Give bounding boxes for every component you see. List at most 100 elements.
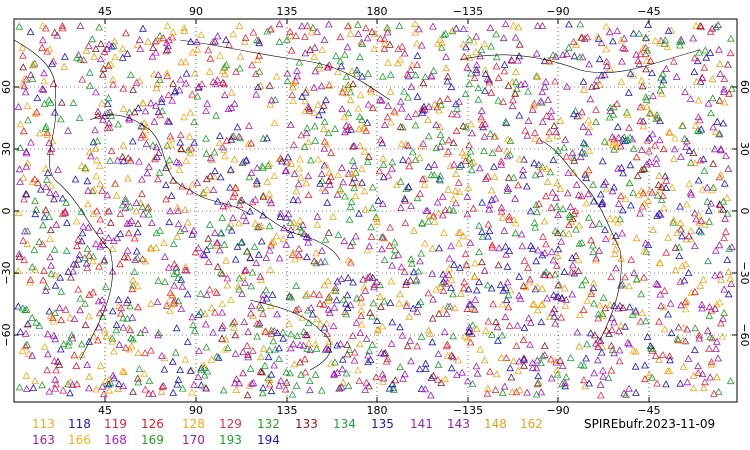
observation-marker	[82, 46, 91, 54]
observation-marker	[424, 289, 433, 297]
observation-marker	[451, 187, 460, 195]
observation-marker	[31, 265, 40, 273]
observation-marker	[573, 328, 582, 336]
observation-marker	[330, 369, 339, 377]
observation-marker	[368, 183, 377, 191]
observation-marker	[617, 77, 626, 85]
observation-marker	[199, 189, 208, 197]
observation-marker	[229, 213, 237, 221]
observation-marker	[130, 234, 139, 242]
observation-marker	[719, 205, 727, 213]
observation-marker	[50, 195, 58, 203]
observation-marker	[651, 351, 660, 359]
observation-marker	[51, 335, 60, 343]
observation-marker	[253, 36, 261, 44]
observation-marker	[49, 79, 58, 87]
observation-marker	[598, 157, 607, 165]
observation-marker	[658, 350, 667, 358]
legend-item-113: 113	[32, 417, 55, 431]
observation-marker	[325, 296, 333, 304]
observation-marker	[477, 45, 486, 53]
observation-marker	[193, 45, 202, 53]
observation-marker	[116, 209, 125, 217]
observation-marker	[311, 340, 320, 348]
observation-marker	[69, 260, 78, 268]
observation-marker	[284, 210, 293, 218]
observation-marker	[284, 153, 292, 161]
observation-marker	[145, 162, 153, 170]
observation-marker	[174, 220, 183, 228]
observation-marker	[105, 386, 114, 394]
observation-marker	[601, 225, 609, 233]
observation-marker	[223, 344, 232, 352]
observation-marker	[581, 276, 590, 284]
observation-marker	[582, 199, 591, 207]
observation-marker	[269, 237, 278, 245]
observation-marker	[375, 167, 384, 175]
observation-marker	[311, 136, 320, 144]
observation-marker	[685, 146, 694, 154]
observation-marker	[418, 175, 427, 183]
observation-marker	[484, 384, 492, 392]
observation-marker	[449, 353, 457, 361]
observation-marker	[531, 223, 540, 231]
observation-marker	[309, 290, 318, 298]
observation-marker	[449, 195, 458, 203]
observation-marker	[266, 25, 275, 33]
observation-marker	[141, 126, 150, 134]
observation-marker	[190, 380, 198, 388]
observation-marker	[557, 237, 566, 245]
observation-marker	[402, 299, 411, 307]
observation-marker	[41, 24, 50, 32]
observation-marker	[247, 282, 256, 290]
observation-marker	[498, 300, 507, 308]
observation-marker	[164, 263, 173, 271]
observation-marker	[475, 221, 483, 229]
observation-marker	[133, 41, 142, 49]
observation-marker	[100, 257, 108, 265]
observation-marker	[30, 245, 39, 253]
observation-marker	[715, 241, 724, 249]
observation-marker	[445, 254, 454, 262]
observation-marker	[163, 21, 172, 29]
lon-tick-top-135: 135	[277, 5, 298, 18]
graticule	[14, 19, 737, 402]
observation-marker	[301, 330, 310, 338]
observation-marker	[348, 331, 357, 339]
observation-marker	[285, 319, 293, 327]
observation-marker	[453, 370, 461, 378]
observation-marker	[313, 220, 322, 228]
observation-marker	[494, 336, 502, 344]
observation-marker	[247, 168, 256, 176]
observation-marker	[294, 196, 302, 204]
observation-marker	[267, 326, 276, 334]
observation-marker	[616, 142, 625, 150]
observation-marker	[345, 215, 354, 223]
observation-marker	[218, 143, 227, 151]
observation-marker	[141, 257, 150, 265]
observation-marker	[716, 270, 724, 278]
observation-marker	[142, 139, 151, 147]
observation-marker	[398, 42, 407, 50]
observation-marker	[542, 240, 550, 248]
observation-marker	[528, 300, 537, 308]
observation-marker	[357, 298, 366, 306]
observation-marker	[589, 283, 598, 291]
observation-marker	[561, 378, 569, 386]
observation-marker	[524, 116, 533, 124]
observation-marker	[498, 331, 507, 339]
observation-marker	[229, 132, 238, 140]
observation-marker	[429, 371, 438, 379]
observation-marker	[706, 373, 715, 381]
observation-marker	[203, 367, 212, 375]
observation-marker	[694, 211, 703, 219]
observation-marker	[590, 369, 599, 377]
observation-marker	[552, 193, 560, 201]
observation-marker	[317, 82, 326, 90]
observation-marker	[631, 362, 640, 370]
observation-marker	[356, 91, 365, 99]
observation-marker	[46, 188, 54, 196]
observation-marker	[227, 103, 236, 111]
observation-marker	[56, 345, 65, 353]
observation-marker	[707, 109, 715, 117]
